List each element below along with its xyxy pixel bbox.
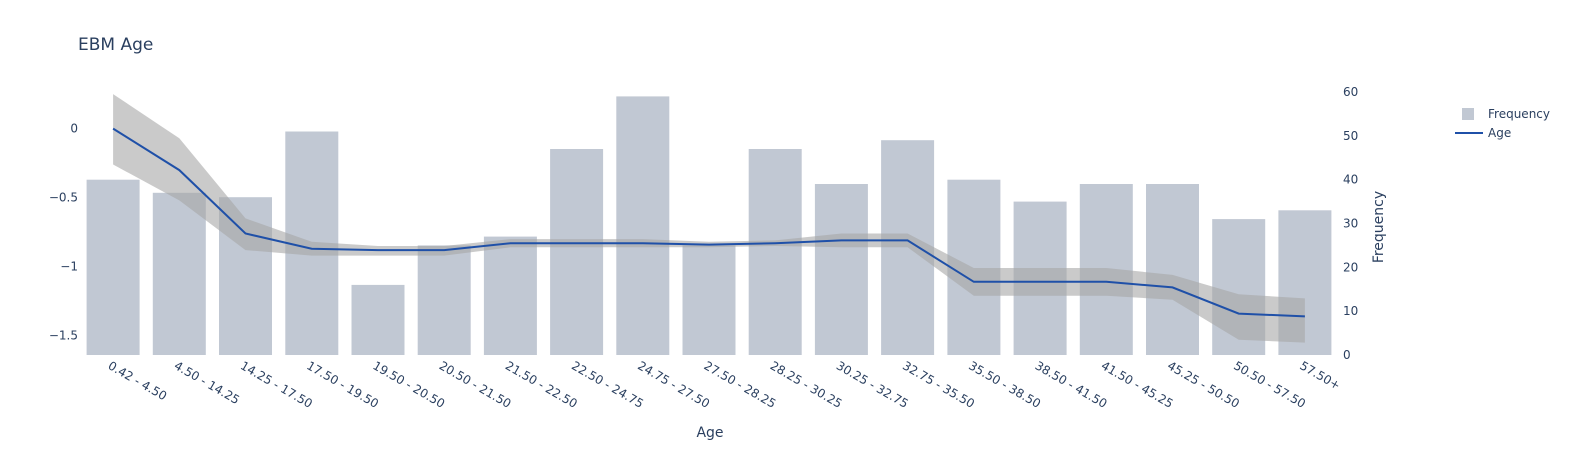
- x-axis-title: Age: [696, 425, 723, 441]
- x-tick-label: 0.42 - 4.50: [106, 358, 170, 403]
- confidence-band-layer: [113, 94, 1305, 343]
- x-tick-label: 45.25 - 50.50: [1165, 358, 1242, 410]
- legend-swatch-frequency: [1462, 108, 1474, 120]
- frequency-bar[interactable]: [483, 236, 537, 355]
- y-tick-label: −0.5: [49, 191, 78, 205]
- x-tick-label: 4.50 - 14.25: [172, 358, 242, 407]
- x-tick-label: 35.50 - 38.50: [966, 358, 1043, 410]
- y-tick-label: 0: [70, 122, 78, 136]
- age-confidence-band: [113, 94, 1305, 343]
- frequency-bar[interactable]: [152, 192, 206, 355]
- x-tick-label: 17.50 - 19.50: [304, 358, 381, 410]
- frequency-bar[interactable]: [550, 149, 604, 355]
- age-line[interactable]: [112, 127, 1305, 318]
- y2-axis-ticks: 0 10 20 30 40 50 60: [1343, 85, 1358, 362]
- x-tick-label: 30.25 - 32.75: [834, 358, 911, 410]
- frequency-bar[interactable]: [682, 245, 736, 355]
- x-tick-label: 14.25 - 17.50: [238, 358, 315, 410]
- x-tick-label: 27.50 - 28.25: [702, 358, 779, 410]
- frequency-bar[interactable]: [616, 96, 670, 356]
- x-tick-label: 19.50 - 20.50: [370, 358, 447, 410]
- x-tick-label: 50.50 - 57.50: [1231, 358, 1308, 410]
- y2-tick-label: 0: [1343, 348, 1351, 362]
- frequency-bar[interactable]: [1146, 184, 1199, 355]
- bars-layer: [86, 96, 1332, 356]
- legend-label-age: Age: [1488, 126, 1511, 140]
- y-tick-label: −1: [60, 260, 78, 274]
- x-tick-label: 28.25 - 30.25: [768, 358, 845, 410]
- y2-tick-label: 30: [1343, 217, 1358, 231]
- y-axis-ticks: 0 −0.5 −1 −1.5: [49, 122, 78, 343]
- legend[interactable]: Frequency Age: [1455, 107, 1550, 140]
- x-tick-label: 20.50 - 21.50: [437, 358, 514, 410]
- frequency-bar[interactable]: [86, 179, 140, 355]
- frequency-bar[interactable]: [351, 284, 405, 355]
- chart-title: EBM Age: [78, 35, 153, 55]
- y-tick-label: −1.5: [49, 329, 78, 343]
- x-tick-label: 24.75 - 27.50: [635, 358, 712, 410]
- legend-label-frequency: Frequency: [1488, 107, 1550, 121]
- frequency-bar[interactable]: [748, 149, 802, 355]
- y2-tick-label: 60: [1343, 85, 1358, 99]
- x-tick-label: 32.75 - 35.50: [900, 358, 977, 410]
- x-tick-label: 41.50 - 45.25: [1099, 358, 1176, 410]
- frequency-bar[interactable]: [417, 245, 471, 355]
- y2-axis-title: Frequency: [1371, 191, 1387, 263]
- line-layer: [112, 127, 1305, 318]
- x-tick-label: 22.50 - 24.75: [569, 358, 646, 410]
- y2-tick-label: 20: [1343, 260, 1358, 274]
- x-tick-label: 21.50 - 22.50: [503, 358, 580, 410]
- y2-tick-label: 10: [1343, 304, 1358, 318]
- x-tick-label: 57.50+: [1297, 358, 1342, 392]
- y2-tick-label: 40: [1343, 173, 1358, 187]
- x-tick-label: 38.50 - 41.50: [1033, 358, 1110, 410]
- frequency-bar[interactable]: [814, 184, 868, 355]
- y2-tick-label: 50: [1343, 129, 1358, 143]
